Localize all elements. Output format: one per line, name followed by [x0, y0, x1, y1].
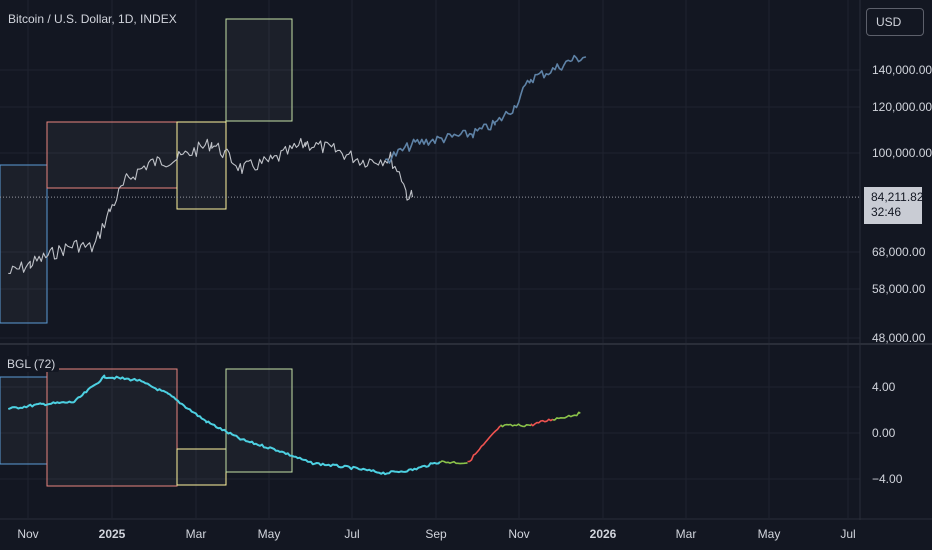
- time-tick-label-5: Sep: [425, 527, 447, 541]
- indicator-line-seg-1: [467, 425, 501, 463]
- box-blue-main: [0, 164, 48, 324]
- indicator-line-seg-3: [530, 418, 554, 427]
- symbol-title: Bitcoin / U.S. Dollar, 1D, INDEX: [8, 12, 177, 26]
- last-price-value: 84,211.82: [871, 190, 924, 204]
- box-green-ind: [225, 368, 293, 473]
- time-tick-label-4: Jul: [344, 527, 359, 541]
- box-yellow-main: [176, 121, 227, 210]
- box-green-main: [225, 18, 293, 122]
- indicator-label[interactable]: BGL (72): [3, 356, 60, 372]
- time-tick-label-0: Nov: [17, 527, 38, 541]
- indicator-line-seg-2: [499, 423, 532, 428]
- price-tick-label-3: 100,000.00: [872, 146, 932, 160]
- box-blue-ind: [0, 376, 48, 465]
- time-tick-label-10: Jul: [840, 527, 855, 541]
- price-tick-label-0: 48,000.00: [872, 331, 926, 345]
- bar-countdown: 32:46: [871, 205, 902, 219]
- price-tick-label-4: 120,000.00: [872, 100, 932, 114]
- indicator-line-seg-4: [552, 411, 581, 421]
- time-tick-label-6: Nov: [508, 527, 529, 541]
- box-red-main: [46, 121, 178, 189]
- currency-button[interactable]: USD: [866, 8, 924, 36]
- indicator-line-cyan: [7, 374, 441, 476]
- box-yellow-ind: [176, 448, 227, 486]
- time-tick-label-9: May: [758, 527, 781, 541]
- price-tick-label-1: 58,000.00: [872, 282, 926, 296]
- price-tick-label-2: 68,000.00: [872, 245, 926, 259]
- price-line-projection: [384, 54, 587, 164]
- indicator-line-seg-0: [439, 460, 468, 465]
- time-tick-label-2: Mar: [186, 527, 207, 541]
- price-tick-label-5: 140,000.00: [872, 63, 932, 77]
- indicator-tick-label-2: 4.00: [872, 380, 896, 394]
- time-tick-label-8: Mar: [676, 527, 697, 541]
- box-red-ind: [46, 368, 178, 487]
- time-tick-label-3: May: [258, 527, 281, 541]
- indicator-tick-label-1: 0.00: [872, 426, 896, 440]
- time-tick-label-7: 2026: [590, 527, 617, 541]
- last-price-tag: 84,211.82 32:46: [864, 187, 924, 224]
- price-line-historical: [8, 137, 414, 274]
- indicator-tick-label-0: −4.00: [872, 472, 903, 486]
- time-tick-label-1: 2025: [99, 527, 126, 541]
